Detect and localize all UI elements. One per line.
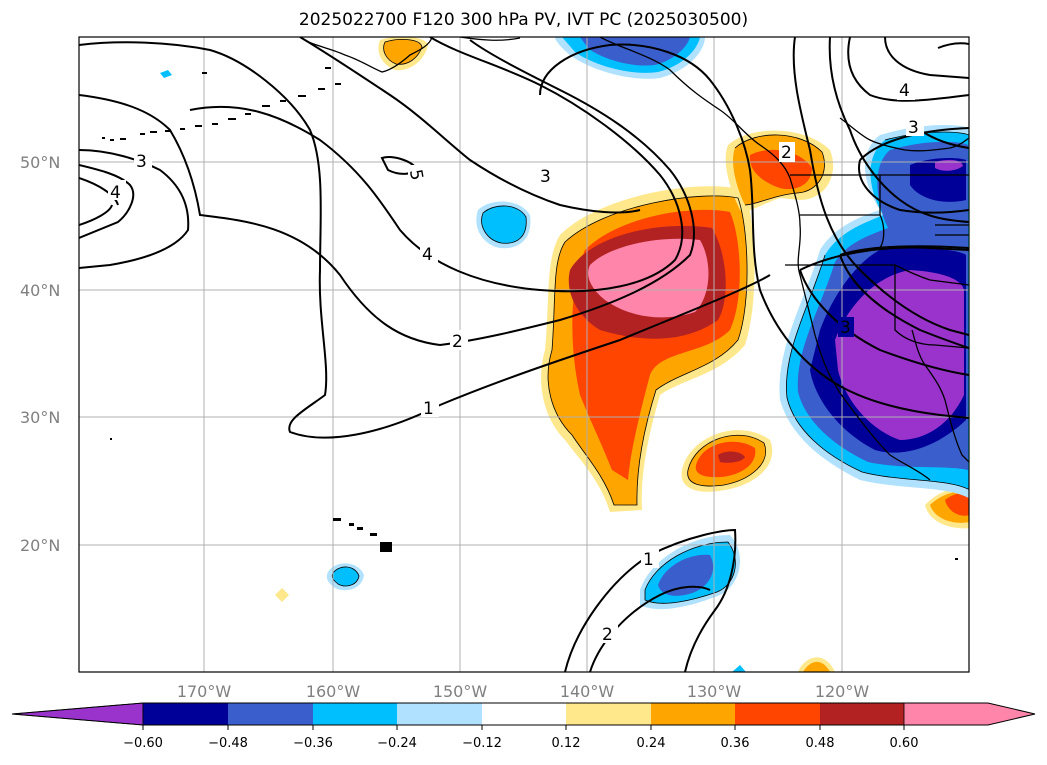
contour-label: 3	[908, 118, 919, 138]
lon-label-130w: 130°W	[687, 682, 742, 701]
fill-sky-dot	[160, 70, 172, 78]
contour-3	[79, 149, 190, 269]
colorbar-tick-label: 0.48	[806, 736, 835, 751]
anomaly-fills	[160, 37, 969, 672]
colorbar-bin	[566, 703, 651, 725]
fill-orange-alaska-inner	[383, 39, 422, 65]
contour-5	[189, 37, 684, 293]
contour-13	[858, 127, 969, 214]
contour-labels: 3 4 5 3 4 2 1 2 3 4 1 2 3	[108, 80, 924, 645]
contour-label: 3	[840, 318, 851, 338]
colorbar-bin	[735, 703, 820, 725]
fill-yellow-dot	[275, 588, 289, 602]
colorbar-bin	[397, 703, 482, 725]
islands	[102, 67, 958, 560]
lat-label-30n: 30°N	[20, 408, 60, 427]
contour-3b	[79, 164, 135, 239]
contour-label: 2	[781, 143, 792, 163]
colorbar-bin	[651, 703, 735, 725]
fill-royal-sub	[658, 554, 714, 596]
colorbar-tick-label: −0.24	[377, 736, 417, 751]
lon-labels: 170°W 160°W 150°W 140°W 130°W 120°W	[177, 682, 870, 701]
fill-royal-goa	[580, 37, 690, 66]
colorbar-tick-label: −0.60	[123, 736, 163, 751]
contour-label: 3	[136, 152, 147, 172]
colorbar-bin	[143, 703, 228, 725]
lon-label-120w: 120°W	[815, 682, 870, 701]
lon-label-150w: 150°W	[433, 682, 488, 701]
fill-purple-west	[835, 159, 964, 441]
lon-label-160w: 160°W	[306, 682, 361, 701]
contour-1	[79, 41, 771, 439]
contour-label: 2	[452, 332, 463, 352]
colorbar-tick-label: 0.12	[552, 736, 581, 751]
fill-firebrick-sub	[718, 451, 745, 463]
colorbar-bin	[313, 703, 397, 725]
contour-label: 2	[602, 625, 613, 645]
colorbar-min-extend	[11, 702, 144, 726]
contour-8	[539, 43, 969, 419]
map-area: 3 4 5 3 4 2 1 2 3 4 1 2 3	[79, 37, 969, 672]
contour-11	[847, 37, 969, 102]
colorbar: −0.60 −0.48 −0.36 −0.24 −0.12 0.12 0.24 …	[11, 702, 1036, 751]
fill-redorange-pnw	[749, 149, 812, 190]
fill-redorange-mexico	[945, 493, 969, 516]
colorbar-tick-label: −0.48	[208, 736, 248, 751]
lon-label-140w: 140°W	[560, 682, 615, 701]
contour-17	[589, 585, 711, 672]
contour-label: 4	[110, 183, 121, 203]
colorbar-tick-label: −0.36	[293, 736, 333, 751]
fill-sky-hawaii	[332, 566, 359, 586]
colorbar-bin	[228, 703, 313, 725]
fill-sky-mid	[481, 205, 527, 244]
colorbar-bin	[482, 703, 566, 725]
contour-14	[799, 246, 969, 376]
colorbar-tick-label: −0.12	[462, 736, 502, 751]
colorbar-bin	[820, 703, 904, 725]
contour-label: 3	[540, 167, 551, 187]
anomaly-outlines	[331, 39, 969, 604]
fill-sky-bottom	[732, 665, 746, 672]
contour-label: 4	[899, 81, 910, 101]
contour-label: 1	[423, 399, 434, 419]
contour-6	[299, 37, 641, 214]
lon-label-170w: 170°W	[177, 682, 232, 701]
contour-10	[828, 37, 969, 223]
lat-label-20n: 20°N	[20, 536, 60, 555]
contour-9	[792, 37, 969, 336]
map-frame	[78, 36, 970, 673]
lat-label-50n: 50°N	[20, 153, 60, 172]
lat-label-40n: 40°N	[20, 281, 60, 300]
colorbar-max-extend	[904, 703, 1035, 725]
fill-orange-bottom-inner	[803, 661, 830, 672]
contour-label: 4	[422, 245, 433, 265]
contour-15	[839, 245, 969, 349]
colorbar-tick-label: 0.60	[890, 736, 919, 751]
map-title: 2025022700 F120 300 hPa PV, IVT PC (2025…	[298, 10, 749, 30]
contour-4	[79, 177, 119, 226]
contour-19	[937, 42, 969, 49]
contour-2	[79, 39, 695, 347]
gridlines	[79, 37, 969, 672]
contour-label: 1	[643, 550, 654, 570]
colorbar-tick-label: 0.36	[721, 736, 750, 751]
contour-12	[884, 37, 969, 79]
lat-labels: 50°N 40°N 30°N 20°N	[20, 153, 60, 555]
contour-16	[564, 528, 737, 672]
coastlines	[299, 37, 969, 481]
colorbar-tick-label: 0.24	[637, 736, 666, 751]
contour-label: 5	[405, 168, 427, 182]
